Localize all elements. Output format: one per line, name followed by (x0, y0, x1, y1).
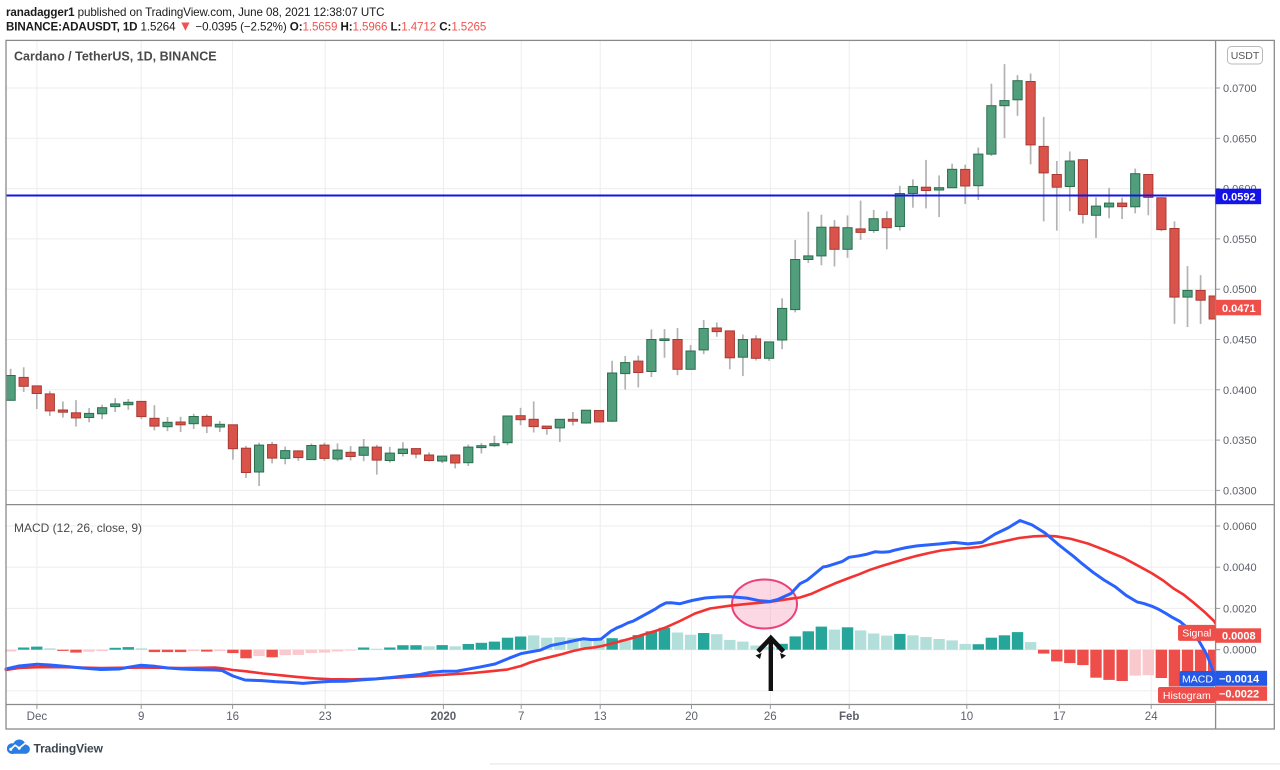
svg-text:Histogram: Histogram (1163, 690, 1211, 702)
svg-text:24: 24 (1145, 711, 1158, 723)
svg-text:Dec: Dec (27, 711, 48, 723)
svg-text:ranadagger1 published on Tradi: ranadagger1 published on TradingView.com… (6, 6, 384, 19)
svg-text:0.0000: 0.0000 (1223, 645, 1257, 657)
svg-text:−0.0022: −0.0022 (1219, 689, 1259, 701)
svg-text:16: 16 (226, 711, 239, 723)
svg-text:BINANCE:ADAUSDT, 1D 1.5264 ▼: BINANCE:ADAUSDT, 1D 1.5264 ▼ −0.0395 (−2… (6, 18, 486, 34)
svg-text:0.0020: 0.0020 (1223, 603, 1257, 615)
svg-text:Feb: Feb (839, 711, 859, 723)
svg-text:Signal: Signal (1182, 628, 1211, 640)
svg-text:0.0060: 0.0060 (1223, 521, 1257, 533)
svg-text:2020: 2020 (431, 711, 457, 723)
svg-text:0.0008: 0.0008 (1222, 631, 1256, 643)
svg-text:−0.0014: −0.0014 (1219, 673, 1260, 685)
svg-text:MACD: MACD (1182, 674, 1213, 686)
svg-text:USDT: USDT (1231, 50, 1260, 62)
svg-text:0.0350: 0.0350 (1223, 435, 1257, 447)
svg-text:0.0471: 0.0471 (1222, 303, 1256, 315)
svg-text:TradingView: TradingView (34, 741, 104, 755)
svg-text:0.0400: 0.0400 (1223, 385, 1257, 397)
svg-text:0.0040: 0.0040 (1223, 562, 1257, 574)
svg-text:9: 9 (138, 711, 144, 723)
svg-text:0.0650: 0.0650 (1223, 133, 1257, 145)
svg-text:26: 26 (764, 711, 777, 723)
svg-text:0.0550: 0.0550 (1223, 234, 1257, 246)
svg-text:0.0300: 0.0300 (1223, 485, 1257, 497)
svg-text:17: 17 (1053, 711, 1066, 723)
svg-text:0.0700: 0.0700 (1223, 83, 1257, 95)
svg-text:20: 20 (685, 711, 698, 723)
svg-text:0.0500: 0.0500 (1223, 284, 1257, 296)
svg-text:Cardano / TetherUS, 1D, BINANC: Cardano / TetherUS, 1D, BINANCE (14, 50, 217, 64)
svg-text:7: 7 (518, 711, 524, 723)
svg-text:13: 13 (594, 711, 607, 723)
svg-text:0.0592: 0.0592 (1222, 192, 1256, 204)
svg-text:0.0450: 0.0450 (1223, 335, 1257, 347)
svg-text:10: 10 (960, 711, 973, 723)
svg-text:23: 23 (319, 711, 332, 723)
svg-text:MACD (12, 26, close, 9): MACD (12, 26, close, 9) (14, 521, 142, 535)
